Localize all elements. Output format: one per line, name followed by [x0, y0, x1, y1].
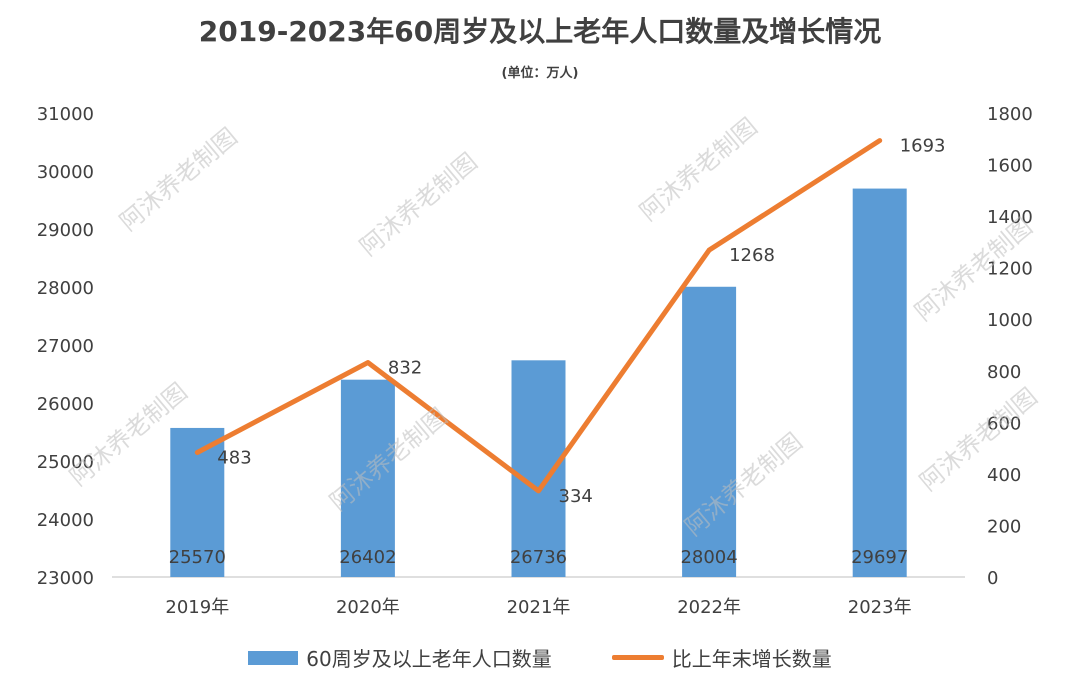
legend-swatch-bar — [248, 650, 299, 665]
bar-data-label: 26402 — [339, 547, 396, 568]
y-left-tick-label: 31000 — [37, 104, 94, 125]
y-right-tick-label: 1000 — [987, 310, 1033, 331]
bar — [511, 360, 566, 577]
y-left-tick-label: 30000 — [37, 162, 94, 183]
line-data-label: 334 — [559, 486, 593, 507]
y-right-tick-label: 1400 — [987, 207, 1033, 228]
y-left-tick-label: 23000 — [37, 568, 94, 589]
y-left-tick-label: 24000 — [37, 510, 94, 531]
y-left-tick-label: 25000 — [37, 452, 94, 473]
series-line — [194, 138, 883, 494]
bar-data-label: 29697 — [851, 547, 908, 568]
y-right-tick-label: 0 — [987, 568, 998, 589]
legend: 60周岁及以上老年人口数量 比上年末增长数量 — [0, 643, 1080, 672]
y-right-tick-label: 200 — [987, 516, 1021, 537]
legend-label-population: 60周岁及以上老年人口数量 — [306, 647, 552, 671]
line-data-label: 1268 — [729, 245, 775, 266]
chart-title: 2019-2023年60周岁及以上老年人口数量及增长情况 — [198, 15, 882, 48]
x-tick-label: 2020年 — [336, 597, 400, 618]
legend-label-increase: 比上年末增长数量 — [671, 647, 832, 671]
bar — [682, 286, 737, 577]
y-left-tick-label: 28000 — [37, 278, 94, 299]
x-tick-label: 2019年 — [165, 597, 229, 618]
chart-subtitle: (单位：万人) — [501, 66, 579, 81]
y-left-tick-label: 26000 — [37, 394, 94, 415]
x-tick-label: 2021年 — [507, 597, 571, 618]
line-data-label: 1693 — [900, 136, 946, 157]
legend-item-increase: 比上年末增长数量 — [611, 643, 832, 672]
y-left-tick-label: 29000 — [37, 220, 94, 241]
bar-data-label: 25570 — [169, 547, 226, 568]
y-right-tick-label: 1600 — [987, 156, 1033, 177]
bar-data-label: 28004 — [680, 547, 737, 568]
y-right-tick-label: 800 — [987, 362, 1021, 383]
legend-item-population: 60周岁及以上老年人口数量 — [248, 643, 552, 672]
y-right-tick-label: 600 — [987, 413, 1021, 434]
bar-data-label: 26736 — [510, 547, 567, 568]
y-right-tick-label: 1200 — [987, 259, 1033, 280]
line-data-label: 483 — [217, 447, 251, 468]
bar — [340, 379, 395, 577]
x-tick-label: 2023年 — [848, 597, 912, 618]
y-left-tick-label: 27000 — [37, 336, 94, 357]
y-right-tick-label: 1800 — [987, 104, 1033, 125]
line-data-label: 832 — [388, 358, 422, 379]
x-tick-label: 2022年 — [677, 597, 741, 618]
legend-swatch-line — [611, 655, 664, 660]
y-right-tick-label: 400 — [987, 465, 1021, 486]
bar — [852, 188, 907, 577]
